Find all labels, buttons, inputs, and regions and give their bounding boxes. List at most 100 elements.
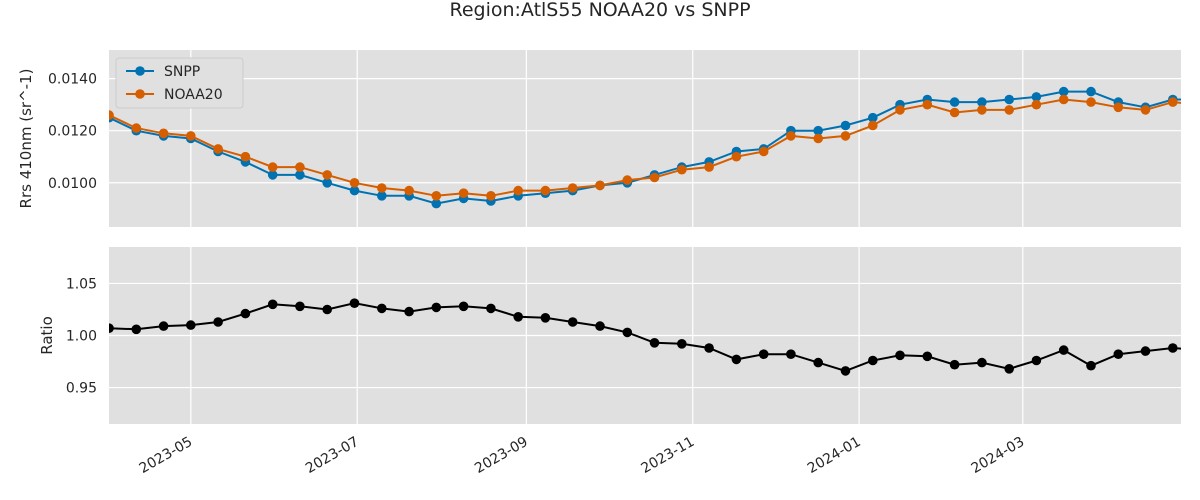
data-point-noaa20: [731, 151, 742, 162]
series-group: [109, 86, 1200, 209]
data-point-snpp: [813, 125, 823, 136]
data-point-noaa20: [922, 99, 933, 110]
data-point-noaa20: [213, 144, 223, 154]
data-point-noaa20: [322, 170, 333, 180]
data-point-noaa20: [186, 131, 196, 141]
y-tick-label: 1.05: [66, 276, 97, 292]
data-point-ratio: [677, 339, 687, 349]
data-point-noaa20: [977, 105, 987, 115]
legend-label-snpp: SNPP: [164, 64, 200, 80]
data-point-noaa20: [458, 188, 469, 198]
panels-group: 0.0100 0.0120 0.0140 Rrs 410nm (sr^-1) SNPP N…: [17, 50, 1200, 424]
data-point-noaa20: [840, 131, 851, 141]
data-point-snpp: [377, 191, 387, 201]
data-point-snpp: [840, 120, 851, 131]
data-point-noaa20: [677, 164, 687, 175]
data-point-noaa20: [158, 128, 169, 139]
data-point-ratio: [186, 320, 196, 330]
legend: SNPP NOAA20: [115, 57, 244, 109]
data-point-ratio: [1168, 343, 1178, 353]
data-point-ratio: [1058, 345, 1069, 355]
data-point-ratio: [731, 354, 742, 365]
data-point-ratio: [1195, 345, 1200, 355]
y-tick-label: 0.0100: [48, 176, 97, 192]
data-point-noaa20: [1031, 99, 1042, 110]
x-tick-label: 2024-01: [805, 434, 864, 477]
data-point-ratio: [431, 302, 442, 313]
legend-label-noaa20: NOAA20: [164, 87, 223, 103]
data-point-ratio: [1113, 349, 1124, 360]
data-point-ratio: [131, 324, 142, 335]
data-point-snpp: [1031, 92, 1042, 102]
data-point-noaa20: [758, 146, 769, 157]
data-point-snpp: [349, 185, 360, 196]
data-point-snpp: [949, 97, 960, 107]
chart-title: Region:AtlS55 NOAA20 vs SNPP: [449, 0, 750, 21]
x-tick-labels: 2023-05 2023-07 2023-09 2023-11 2024-01 2024-…: [137, 434, 1028, 477]
data-point-snpp: [267, 170, 278, 180]
data-point-noaa20: [895, 105, 905, 115]
data-point-ratio: [567, 317, 578, 327]
data-point-noaa20: [513, 185, 523, 196]
data-point-noaa20: [704, 162, 714, 172]
y-tick-label: 0.95: [66, 381, 97, 397]
data-point-snpp: [977, 97, 987, 107]
data-point-noaa20: [622, 175, 633, 185]
data-point-ratio: [513, 312, 523, 322]
data-point-noaa20: [813, 133, 823, 144]
data-point-snpp: [1086, 86, 1096, 97]
panel-0: 0.0100 0.0120 0.0140 Rrs 410nm (sr^-1) SNPP N…: [17, 50, 1200, 227]
data-point-noaa20: [649, 172, 660, 183]
data-point-ratio: [240, 308, 251, 319]
data-point-noaa20: [1058, 94, 1069, 105]
data-point-ratio: [949, 359, 960, 370]
data-point-ratio: [813, 357, 823, 368]
data-point-noaa20: [349, 178, 360, 188]
data-point-ratio: [295, 301, 305, 312]
data-point-ratio: [158, 321, 169, 331]
data-point-snpp: [1004, 94, 1014, 105]
data-point-noaa20: [540, 185, 551, 196]
data-point-noaa20: [377, 183, 387, 193]
data-point-noaa20: [131, 123, 142, 133]
data-point-noaa20: [949, 107, 960, 118]
data-point-ratio: [922, 351, 933, 362]
data-point-ratio: [868, 355, 878, 366]
y-tick-label: 1.00: [66, 329, 97, 345]
data-point-ratio: [758, 349, 769, 360]
y-tick-label: 0.0140: [48, 72, 97, 88]
data-point-snpp: [1058, 86, 1069, 97]
data-point-snpp: [431, 198, 442, 209]
panel-1: 0.95 1.00 1.05 Ratio: [38, 247, 1200, 424]
data-point-snpp: [1195, 95, 1200, 105]
data-point-noaa20: [267, 162, 278, 172]
y-axis-label: Ratio: [38, 316, 56, 355]
x-tick-label: 2023-09: [472, 434, 531, 477]
data-point-ratio: [486, 303, 496, 314]
data-point-ratio: [322, 304, 333, 315]
x-tick-label: 2023-07: [303, 434, 362, 477]
data-point-ratio: [977, 357, 987, 368]
data-point-ratio: [458, 301, 469, 312]
data-point-ratio: [1031, 355, 1042, 366]
plot-background: [109, 50, 1181, 227]
data-point-snpp: [322, 178, 333, 188]
data-point-noaa20: [786, 131, 796, 141]
data-point-ratio: [840, 366, 851, 376]
data-point-noaa20: [404, 185, 414, 196]
data-point-noaa20: [1140, 105, 1151, 115]
data-point-noaa20: [567, 183, 578, 193]
data-point-ratio: [404, 306, 414, 317]
data-point-noaa20: [1004, 105, 1014, 115]
data-point-noaa20: [1086, 97, 1096, 107]
data-point-noaa20: [240, 151, 251, 162]
data-point-noaa20: [1195, 100, 1200, 110]
data-point-ratio: [109, 323, 114, 333]
series-group: [109, 298, 1200, 376]
legend-marker-noaa20: [135, 89, 145, 99]
data-point-ratio: [595, 321, 605, 331]
y-tick-label: 0.0120: [48, 124, 97, 140]
legend-marker-snpp: [135, 66, 145, 76]
